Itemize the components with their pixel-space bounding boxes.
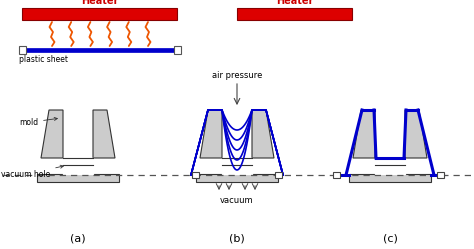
Bar [22, 8, 177, 20]
Bar [174, 46, 181, 54]
Bar [192, 172, 199, 178]
Polygon shape [252, 110, 274, 158]
Bar [333, 172, 340, 178]
Polygon shape [375, 158, 405, 174]
Text: (c): (c) [383, 233, 397, 243]
Bar [196, 174, 278, 182]
Text: plastic sheet: plastic sheet [19, 55, 69, 64]
Text: (a): (a) [70, 233, 86, 243]
Text: air pressure: air pressure [212, 71, 262, 80]
Text: Heater: Heater [276, 0, 314, 6]
Bar [22, 48, 177, 52]
Text: Heater: Heater [82, 0, 118, 6]
Text: vacuum: vacuum [220, 196, 254, 205]
Bar [237, 8, 353, 20]
Bar [19, 46, 26, 54]
Polygon shape [222, 158, 252, 174]
Bar [349, 174, 431, 182]
Polygon shape [353, 110, 375, 158]
Polygon shape [200, 110, 222, 158]
Bar [275, 172, 282, 178]
Text: vacuum hole: vacuum hole [1, 165, 64, 179]
Bar [437, 172, 444, 178]
Polygon shape [93, 110, 115, 158]
Polygon shape [63, 158, 93, 174]
Polygon shape [405, 110, 427, 158]
Text: mold: mold [19, 118, 57, 127]
Text: (b): (b) [229, 233, 245, 243]
Bar [37, 174, 119, 182]
Polygon shape [41, 110, 63, 158]
